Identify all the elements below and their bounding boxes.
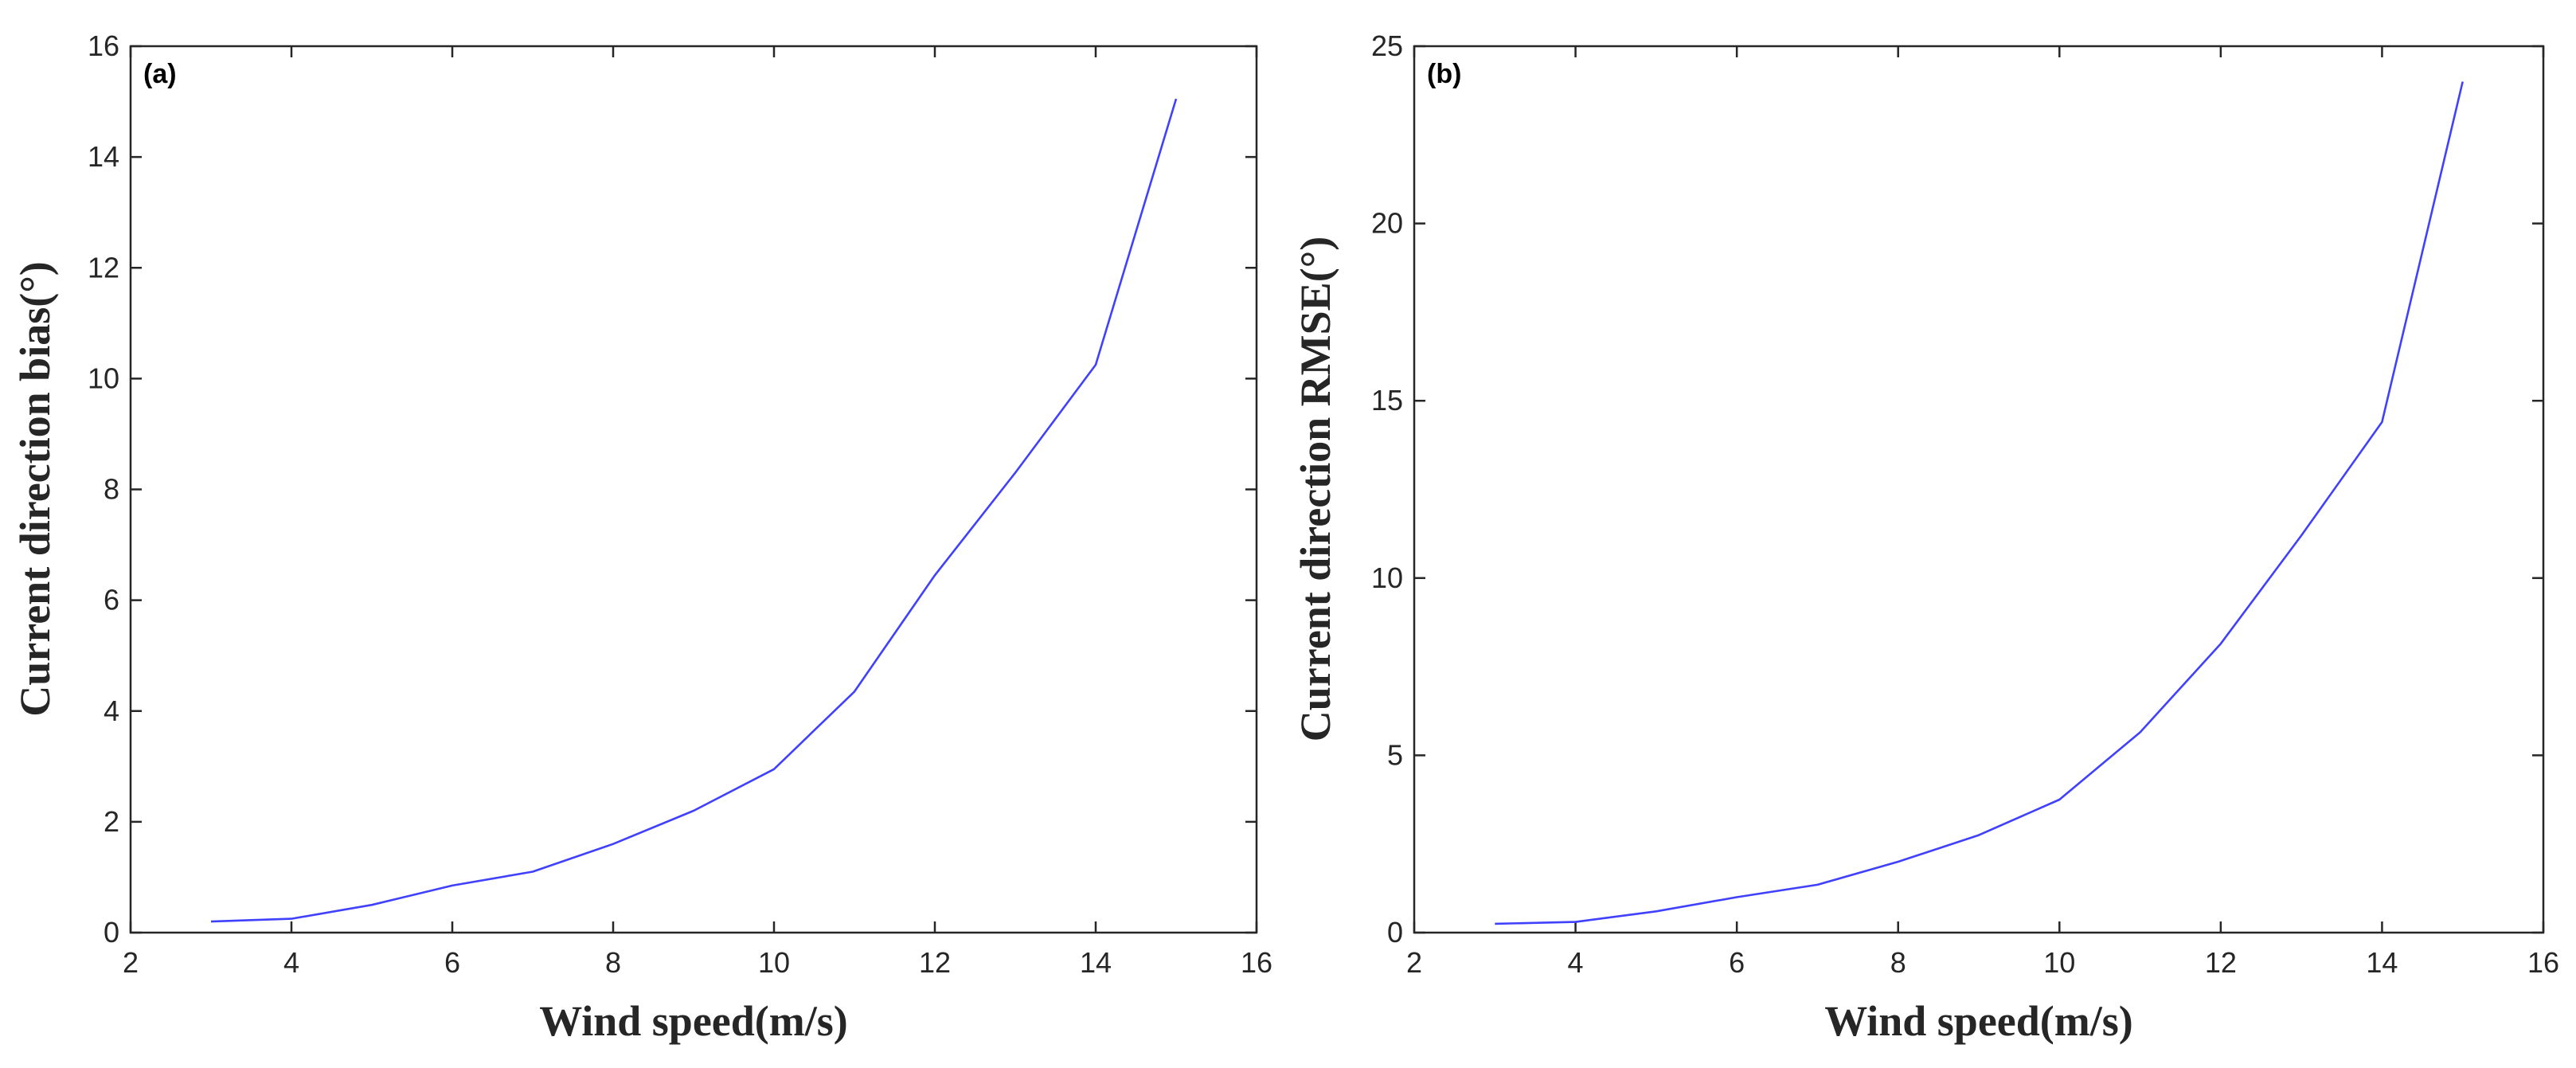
panel-b-x-tick-label: 12 bbox=[2205, 946, 2237, 979]
panel-b-axes-box bbox=[1413, 45, 2545, 934]
panel-a-y-tick-label: 0 bbox=[104, 916, 119, 949]
panel-a-y-tick-label: 4 bbox=[104, 694, 119, 727]
panel-a-x-tick-label: 14 bbox=[1080, 946, 1112, 979]
panel-a-label: (a) bbox=[143, 59, 177, 89]
panel-a-axes-box bbox=[129, 45, 1258, 934]
panel-a-y-tick-label: 2 bbox=[104, 805, 119, 838]
panel-a-series-line bbox=[210, 98, 1178, 923]
panel-a-y-tick-label: 16 bbox=[88, 29, 119, 62]
panel-b-y-tick-label: 0 bbox=[1387, 916, 1403, 949]
panel-b-x-tick-label: 8 bbox=[1890, 946, 1906, 979]
panel-a-x-tick-label: 8 bbox=[605, 946, 621, 979]
panel-a-x-tick-label: 12 bbox=[919, 946, 951, 979]
panel-a-y-tick-label: 6 bbox=[104, 584, 119, 616]
panel-b-x-tick-label: 6 bbox=[1729, 946, 1745, 979]
panel-a-y-tick-label: 12 bbox=[88, 251, 119, 284]
panel-b-y-axis-title: Current direction RMSE(°) bbox=[1292, 237, 1339, 742]
panel-a-y-tick-label: 8 bbox=[104, 473, 119, 506]
panel-a-y-tick-label: 10 bbox=[88, 362, 119, 394]
panel-b-y-tick-label: 20 bbox=[1371, 207, 1403, 240]
panel-b-x-tick-label: 2 bbox=[1406, 946, 1422, 979]
panel-a-y-tick-label: 14 bbox=[88, 140, 119, 173]
panel-a-x-tick-label: 10 bbox=[758, 946, 790, 979]
panel-b-y-tick-label: 10 bbox=[1371, 561, 1403, 594]
panel-a: (a) Wind speed(m/s) Current direction bi… bbox=[11, 29, 1272, 1045]
panel-b-y-tick-label: 5 bbox=[1387, 738, 1403, 771]
panel-a-series bbox=[210, 98, 1178, 923]
panel-b-series bbox=[1495, 81, 2464, 925]
panel-b-label: (b) bbox=[1427, 59, 1461, 89]
panel-a-y-axis-title: Current direction bias(°) bbox=[11, 261, 59, 717]
panel-b-y-tick-label: 15 bbox=[1371, 384, 1403, 417]
panel-b-x-tick-label: 14 bbox=[2366, 946, 2398, 979]
panel-b-x-axis-title: Wind speed(m/s) bbox=[1824, 997, 2133, 1045]
panel-b-series-line bbox=[1495, 81, 2464, 925]
panel-b-x-tick-label: 16 bbox=[2527, 946, 2559, 979]
panel-b-y-tick-label: 25 bbox=[1371, 29, 1403, 62]
panel-a-x-tick-label: 4 bbox=[283, 946, 299, 979]
panel-a-x-axis-title: Wind speed(m/s) bbox=[539, 997, 848, 1045]
panel-b: (b) Wind speed(m/s) Current direction RM… bbox=[1292, 29, 2559, 1045]
panel-b-x-tick-label: 10 bbox=[2043, 946, 2075, 979]
panel-a-x-tick-label: 16 bbox=[1241, 946, 1272, 979]
panel-b-ticks: 2 4 6 8 10 12 14 16 0 5 10 15 20 25 bbox=[1371, 29, 2559, 979]
panel-a-x-tick-label: 2 bbox=[123, 946, 139, 979]
panel-b-x-tick-label: 4 bbox=[1568, 946, 1584, 979]
panel-a-x-tick-label: 6 bbox=[444, 946, 460, 979]
